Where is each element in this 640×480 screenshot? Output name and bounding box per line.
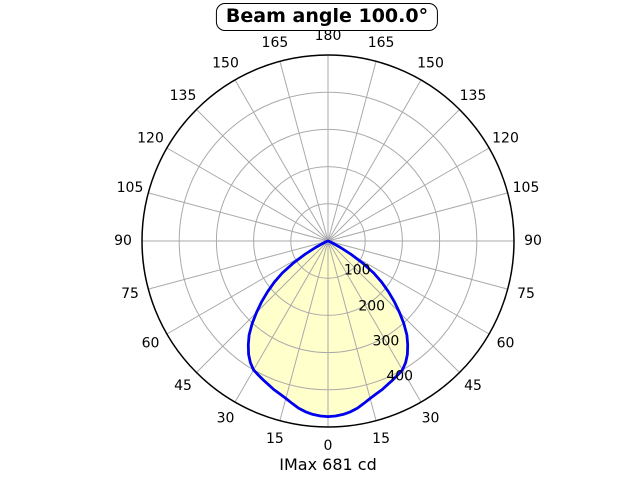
theta-label-left: 165 [262,35,289,51]
theta-label-left: 30 [217,411,235,427]
theta-label-left: 90 [114,233,132,249]
theta-label-right: 150 [417,56,444,72]
chart-title: Beam angle 100.0° [215,3,439,31]
theta-label-right: 90 [524,233,542,249]
theta-label-right: 60 [497,336,515,352]
theta-label-right: 120 [492,131,519,147]
r-tick-label: 300 [373,334,400,350]
r-tick-label: 200 [358,299,385,315]
theta-label-right: 135 [460,88,487,104]
theta-label-right: 75 [517,286,535,302]
r-tick-label: 100 [344,263,371,279]
beam-curve [246,239,410,418]
theta-label-left: 60 [142,336,160,352]
theta-label-left: 75 [121,286,139,302]
theta-label-left: 150 [212,56,239,72]
r-tick-label: 400 [386,369,413,385]
theta-label-top: 180 [315,28,342,44]
theta-label-right: 15 [372,431,390,447]
theta-label-left: 135 [170,88,197,104]
theta-label-left: 45 [174,378,192,394]
polar-outline [141,54,515,428]
theta-label-right: 30 [422,411,440,427]
theta-label-right: 165 [368,35,395,51]
theta-label-right: 105 [513,180,540,196]
theta-label-left: 15 [266,431,284,447]
theta-label-right: 45 [464,378,482,394]
theta-label-left: 120 [137,131,164,147]
theta-label-bottom: 0 [324,438,333,454]
theta-label-left: 105 [117,180,144,196]
imax-annotation: IMax 681 cd [279,455,377,474]
